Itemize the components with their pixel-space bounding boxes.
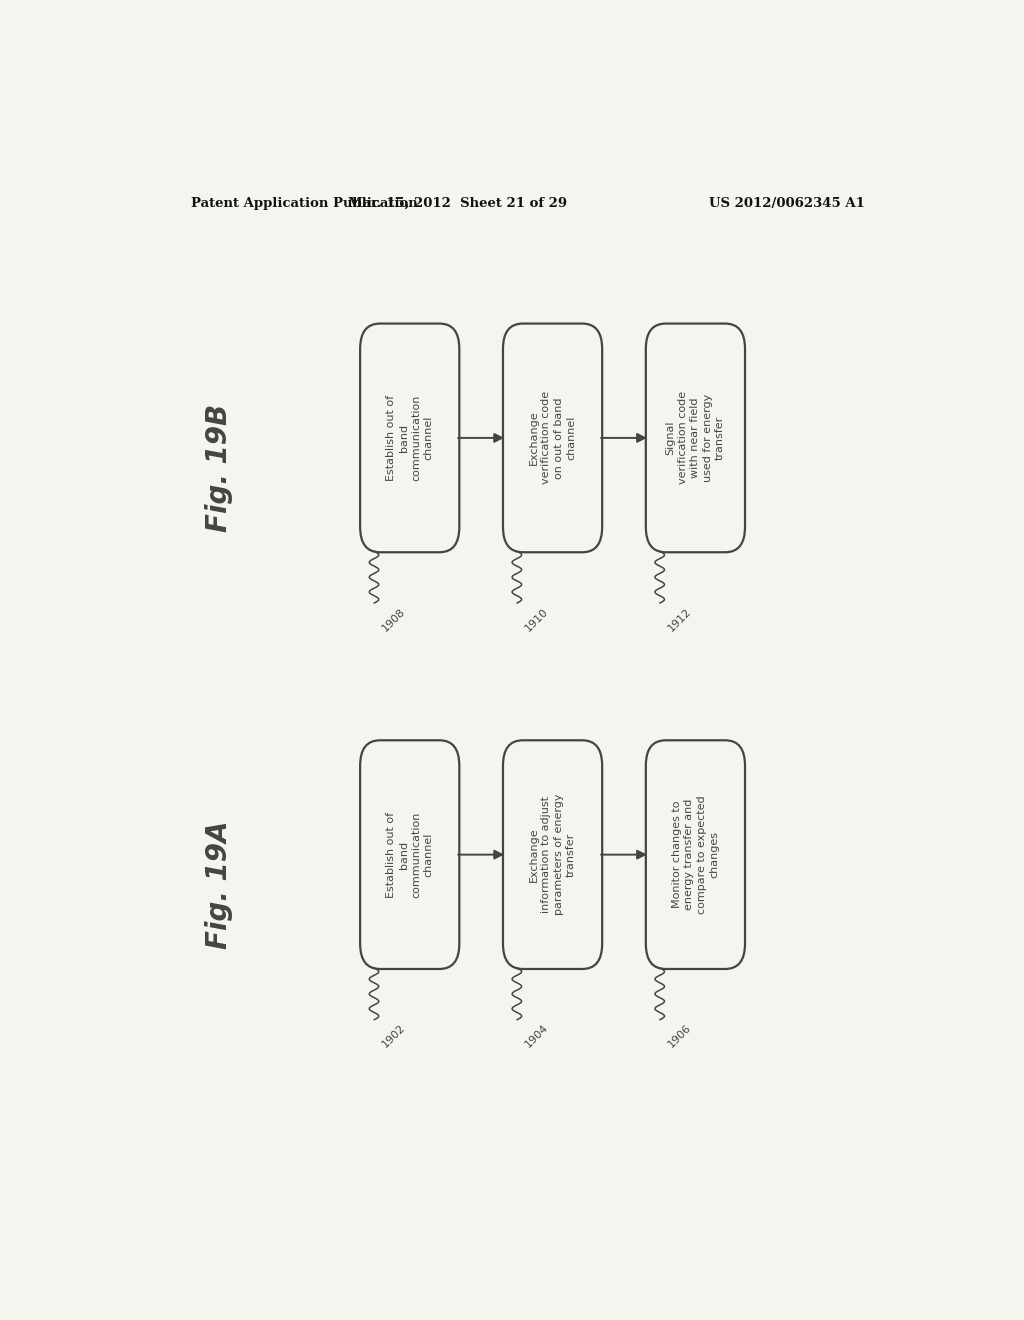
Text: Fig. 19B: Fig. 19B (205, 404, 233, 532)
Text: Establish out of
band
communication
channel: Establish out of band communication chan… (386, 395, 433, 480)
FancyBboxPatch shape (646, 323, 745, 552)
FancyBboxPatch shape (360, 741, 460, 969)
Text: Fig. 19A: Fig. 19A (205, 821, 233, 949)
FancyBboxPatch shape (646, 741, 745, 969)
FancyBboxPatch shape (360, 323, 460, 552)
Text: Signal
verification code
with near field
used for energy
transfer: Signal verification code with near field… (666, 391, 725, 484)
Text: Monitor changes to
energy transfer and
compare to expected
changes: Monitor changes to energy transfer and c… (672, 796, 719, 913)
Text: Establish out of
band
communication
channel: Establish out of band communication chan… (386, 812, 433, 898)
Text: US 2012/0062345 A1: US 2012/0062345 A1 (709, 197, 864, 210)
Text: Exchange
verification code
on out of band
channel: Exchange verification code on out of ban… (529, 391, 577, 484)
Text: 1904: 1904 (523, 1023, 550, 1049)
Text: Patent Application Publication: Patent Application Publication (191, 197, 418, 210)
Text: 1902: 1902 (380, 1023, 408, 1049)
FancyBboxPatch shape (503, 323, 602, 552)
Text: 1912: 1912 (666, 606, 693, 634)
Text: 1910: 1910 (523, 606, 550, 634)
Text: 1906: 1906 (666, 1023, 693, 1049)
FancyBboxPatch shape (503, 741, 602, 969)
Text: Exchange
information to adjust
parameters of energy
transfer: Exchange information to adjust parameter… (529, 793, 577, 915)
Text: 1908: 1908 (380, 606, 408, 634)
Text: Mar. 15, 2012  Sheet 21 of 29: Mar. 15, 2012 Sheet 21 of 29 (348, 197, 567, 210)
